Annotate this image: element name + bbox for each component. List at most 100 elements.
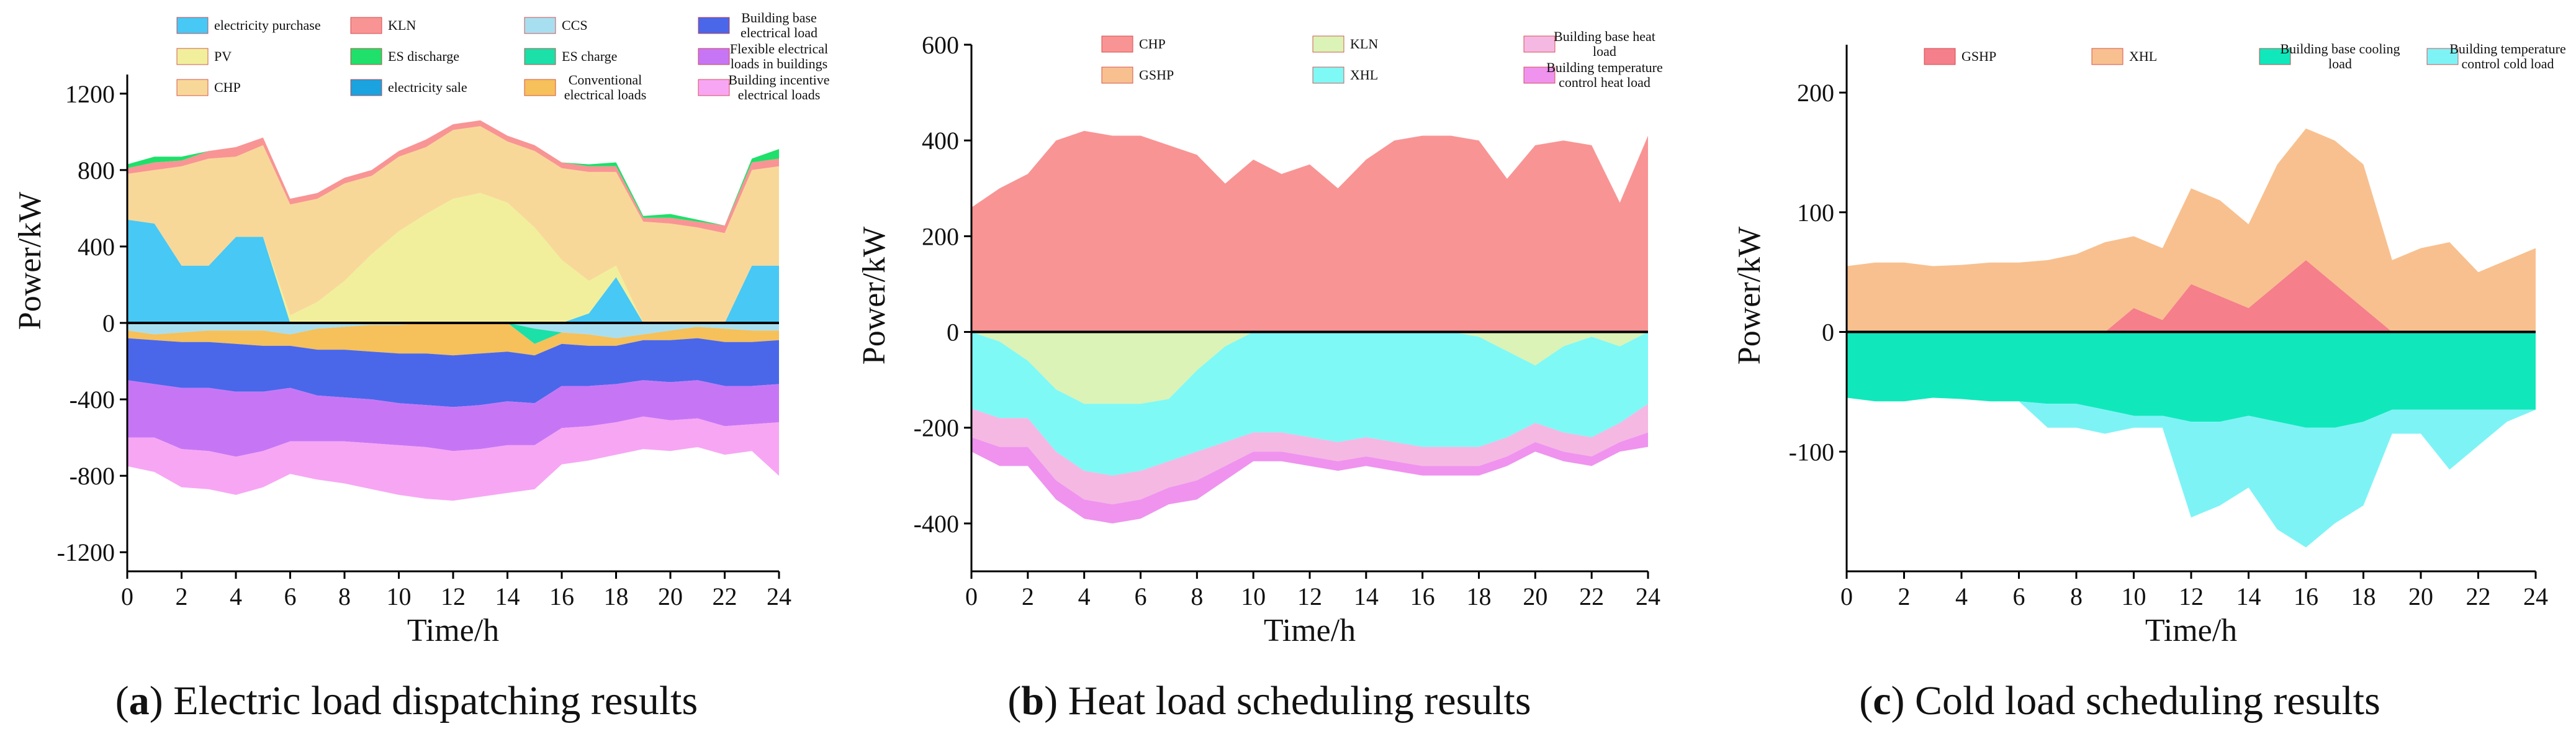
caption-a-letter: a: [129, 678, 150, 723]
legend-item-es-charge: ES charge: [524, 48, 617, 65]
legend-label: Building temperature: [2449, 41, 2566, 57]
legend-label: Conventional: [569, 72, 642, 88]
x-tick-label: 2: [1022, 583, 1034, 610]
legend-label: electrical loads: [738, 87, 821, 102]
x-axis-label: Time/h: [407, 613, 499, 648]
panel-cold: 0 2 4 6 8 10 12 14 16 18 20 22 24-1000100200Time/hPo…: [1732, 41, 2566, 648]
legend-swatch: [698, 17, 730, 34]
y-tick-label: -1200: [57, 538, 115, 566]
legend-label: Building base cooling: [2280, 41, 2400, 57]
legend-item-electricity-purchase: electricity purchase: [176, 17, 321, 34]
area-electricity-purchase: [127, 219, 779, 323]
legend-swatch: [1101, 66, 1133, 84]
legend-swatch: [1312, 66, 1344, 84]
legend-item-chp: CHP: [1101, 35, 1166, 53]
legend-label: KLN: [1350, 36, 1378, 52]
y-axis-label: Power/kW: [857, 227, 892, 365]
x-tick-label: 14: [495, 583, 520, 610]
area-ccs: [127, 323, 779, 338]
x-tick-label: 0: [1840, 583, 1853, 610]
y-tick-label: 0: [947, 319, 959, 347]
legend-label: Flexible electrical: [730, 41, 828, 57]
legend-item-gshp: GSHP: [1924, 48, 1996, 65]
legend-item-es-discharge: ES discharge: [350, 48, 459, 65]
y-axis-label: Power/kW: [12, 192, 48, 330]
y-tick-label: 400: [922, 127, 959, 155]
y-tick-label: -400: [70, 386, 115, 414]
legend-label: Building incentive: [728, 72, 829, 88]
x-tick-label: 20: [2408, 583, 2433, 610]
caption-b-letter: b: [1021, 678, 1044, 723]
x-tick-label: 14: [1354, 583, 1379, 610]
area-chp: [971, 130, 1648, 332]
legend-label: Building temperature: [1546, 60, 1663, 75]
legend-swatch: [176, 79, 209, 96]
legend-item-xhl: XHL: [2091, 48, 2157, 65]
x-tick-label: 10: [387, 583, 412, 610]
legend-label: control cold load: [2461, 56, 2554, 71]
legend-label: Building base heat: [1554, 29, 1655, 44]
legend-label: CHP: [214, 79, 241, 95]
panel-electric: 0 2 4 6 8 10 12 14 16 18 20 22 24-1200-800-400040080…: [12, 10, 830, 648]
legend-item-kln: KLN: [350, 17, 416, 34]
legend-item-xhl: XHL: [1312, 66, 1378, 84]
x-tick-label: 16: [549, 583, 574, 610]
legend-swatch: [1101, 35, 1133, 53]
legend-label: control heat load: [1559, 75, 1651, 90]
x-tick-label: 20: [1523, 583, 1547, 610]
legend-label: electrical load: [741, 25, 817, 40]
legend-swatch: [698, 48, 730, 65]
area-pv: [127, 193, 779, 323]
x-tick-label: 8: [2070, 583, 2083, 610]
x-tick-label: 22: [1579, 583, 1604, 610]
x-tick-label: 6: [284, 583, 297, 610]
legend-item-gshp: GSHP: [1101, 66, 1174, 84]
area-building-temperature-control-cold-load: [1847, 397, 2536, 548]
legend-label: XHL: [2129, 48, 2157, 64]
x-tick-label: 22: [2466, 583, 2491, 610]
x-tick-label: 18: [2351, 583, 2376, 610]
legend-label: ES discharge: [388, 48, 459, 64]
area-building-base-heat-load: [971, 404, 1648, 505]
x-tick-label: 22: [713, 583, 737, 610]
legend-label: loads in buildings: [731, 56, 827, 71]
y-tick-label: 1200: [65, 80, 115, 108]
legend-item-kln: KLN: [1312, 35, 1378, 53]
y-axis-label: Power/kW: [1732, 227, 1767, 365]
caption-b-text: Heat load scheduling results: [1068, 678, 1531, 723]
caption-a: (a) Electric load dispatching results: [115, 678, 698, 723]
legend-label: Building base: [741, 10, 817, 25]
x-tick-label: 24: [2523, 583, 2548, 610]
y-tick-label: -800: [70, 462, 115, 490]
legend-swatch: [2091, 48, 2123, 65]
y-tick-label: 800: [78, 156, 115, 184]
x-tick-label: 4: [1078, 583, 1091, 610]
caption-c-text: Cold load scheduling results: [1915, 678, 2380, 723]
legend-swatch: [350, 79, 382, 96]
legend-item-ccs: CCS: [524, 17, 588, 34]
area-kln: [971, 332, 1648, 404]
x-tick-label: 10: [2122, 583, 2146, 610]
x-tick-label: 0: [121, 583, 133, 610]
y-tick-label: -100: [1789, 438, 1834, 466]
area-building-base-cooling-load: [1847, 332, 2536, 428]
x-tick-label: 6: [1135, 583, 1147, 610]
x-tick-label: 4: [230, 583, 242, 610]
y-tick-label: 200: [1797, 79, 1834, 107]
x-tick-label: 24: [1636, 583, 1660, 610]
legend-swatch: [176, 48, 209, 65]
legend-swatch: [350, 48, 382, 65]
legend-swatch: [698, 79, 730, 96]
legend-swatch: [524, 48, 556, 65]
area-xhl: [971, 332, 1648, 476]
legend-label: ES charge: [562, 48, 617, 64]
x-tick-label: 12: [1297, 583, 1322, 610]
y-tick-label: 0: [102, 309, 115, 337]
